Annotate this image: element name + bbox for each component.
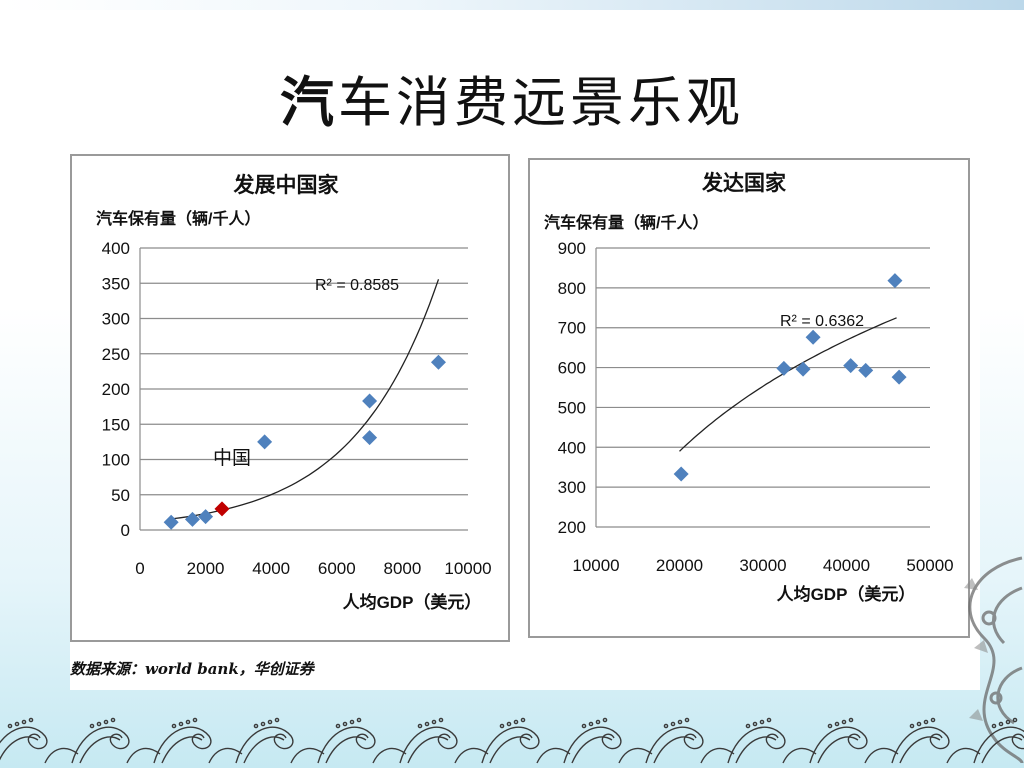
y-tick-label: 200	[558, 518, 586, 537]
x-axis-label: 人均GDP（美元）	[777, 584, 916, 604]
chart-developed: 发达国家汽车保有量（辆/千人） 200 300 400 500 600 700 800 900 1…	[528, 158, 970, 638]
data-point	[163, 514, 179, 530]
data-point-china	[214, 501, 230, 517]
y-tick-label: 200	[102, 380, 130, 399]
x-tick-label: 0	[135, 559, 144, 578]
wave-crest	[481, 717, 571, 764]
data-point	[257, 434, 273, 450]
wave-crest	[153, 717, 243, 764]
x-tick-label: 6000	[318, 559, 356, 578]
x-tick-label: 40000	[823, 556, 870, 575]
wave-crest	[973, 717, 1024, 764]
top-band	[0, 0, 1024, 10]
y-tick-label: 50	[111, 486, 130, 505]
source-note: 数据来源：world bank，华创证券	[70, 660, 314, 678]
y-tick-label: 250	[102, 345, 130, 364]
data-point	[795, 361, 811, 377]
wave-crest	[727, 717, 817, 764]
y-tick-label: 400	[558, 438, 586, 457]
y-tick-label: 400	[102, 239, 130, 258]
y-tick-label: 0	[121, 521, 130, 540]
y-tick-label: 900	[558, 239, 586, 258]
data-point	[362, 430, 378, 446]
wave-crest	[317, 717, 407, 764]
wave-crest	[0, 717, 79, 764]
x-tick-label: 4000	[252, 559, 290, 578]
wave-crest	[809, 717, 899, 764]
y-tick-label: 300	[102, 310, 130, 329]
data-point	[184, 511, 200, 527]
x-tick-label: 10000	[572, 556, 619, 575]
y-tick-label: 800	[558, 279, 586, 298]
y-axis-label: 汽车保有量（辆/千人）	[544, 213, 708, 232]
wave-crest	[645, 717, 735, 764]
trendline	[171, 279, 440, 520]
y-tick-label: 350	[102, 274, 130, 293]
data-point	[805, 329, 821, 345]
slide-title: 汽车消费远景乐观	[0, 58, 1024, 137]
x-tick-label: 30000	[739, 556, 786, 575]
wave-crest	[563, 717, 653, 764]
r-squared-label: R² = 0.8585	[315, 277, 399, 294]
dragon-decoration	[964, 556, 1024, 764]
chart-title: 发达国家	[701, 171, 787, 195]
x-tick-label: 10000	[444, 559, 491, 578]
data-point	[673, 466, 689, 482]
y-tick-label: 700	[558, 319, 586, 338]
data-point	[198, 509, 214, 525]
data-point	[843, 358, 859, 374]
r-squared-label: R² = 0.6362	[780, 313, 864, 330]
y-tick-label: 300	[558, 478, 586, 497]
y-tick-label: 150	[102, 415, 130, 434]
y-tick-label: 500	[558, 398, 586, 417]
slide-title-first-char: 汽	[280, 71, 338, 134]
slide-title-rest: 车消费远景乐观	[338, 71, 744, 134]
data-point	[887, 273, 903, 289]
wave-decoration	[0, 717, 1024, 764]
y-tick-label: 100	[102, 451, 130, 470]
data-point	[776, 360, 792, 376]
trendline	[679, 317, 897, 452]
data-point	[430, 354, 446, 370]
x-tick-label: 50000	[906, 556, 953, 575]
wave-crest	[235, 717, 325, 764]
china-annotation: 中国	[213, 447, 251, 469]
x-tick-label: 2000	[187, 559, 225, 578]
data-point	[362, 393, 378, 409]
chart-developing: 发展中国家汽车保有量（辆/千人） 0 50 100 150 200 250 300 350 400…	[70, 154, 510, 642]
data-point	[891, 369, 907, 385]
x-tick-label: 20000	[656, 556, 703, 575]
y-tick-label: 600	[558, 359, 586, 378]
wave-crest	[891, 717, 981, 764]
wave-crest	[71, 717, 161, 764]
figure-panel: 发展中国家汽车保有量（辆/千人） 0 50 100 150 200 250 300 350 400…	[70, 150, 980, 690]
chart-title: 发展中国家	[233, 173, 340, 197]
x-tick-label: 8000	[383, 559, 421, 578]
wave-crest	[399, 717, 489, 764]
y-axis-label: 汽车保有量（辆/千人）	[96, 209, 260, 228]
x-axis-label: 人均GDP（美元）	[343, 592, 482, 612]
data-point	[858, 362, 874, 378]
